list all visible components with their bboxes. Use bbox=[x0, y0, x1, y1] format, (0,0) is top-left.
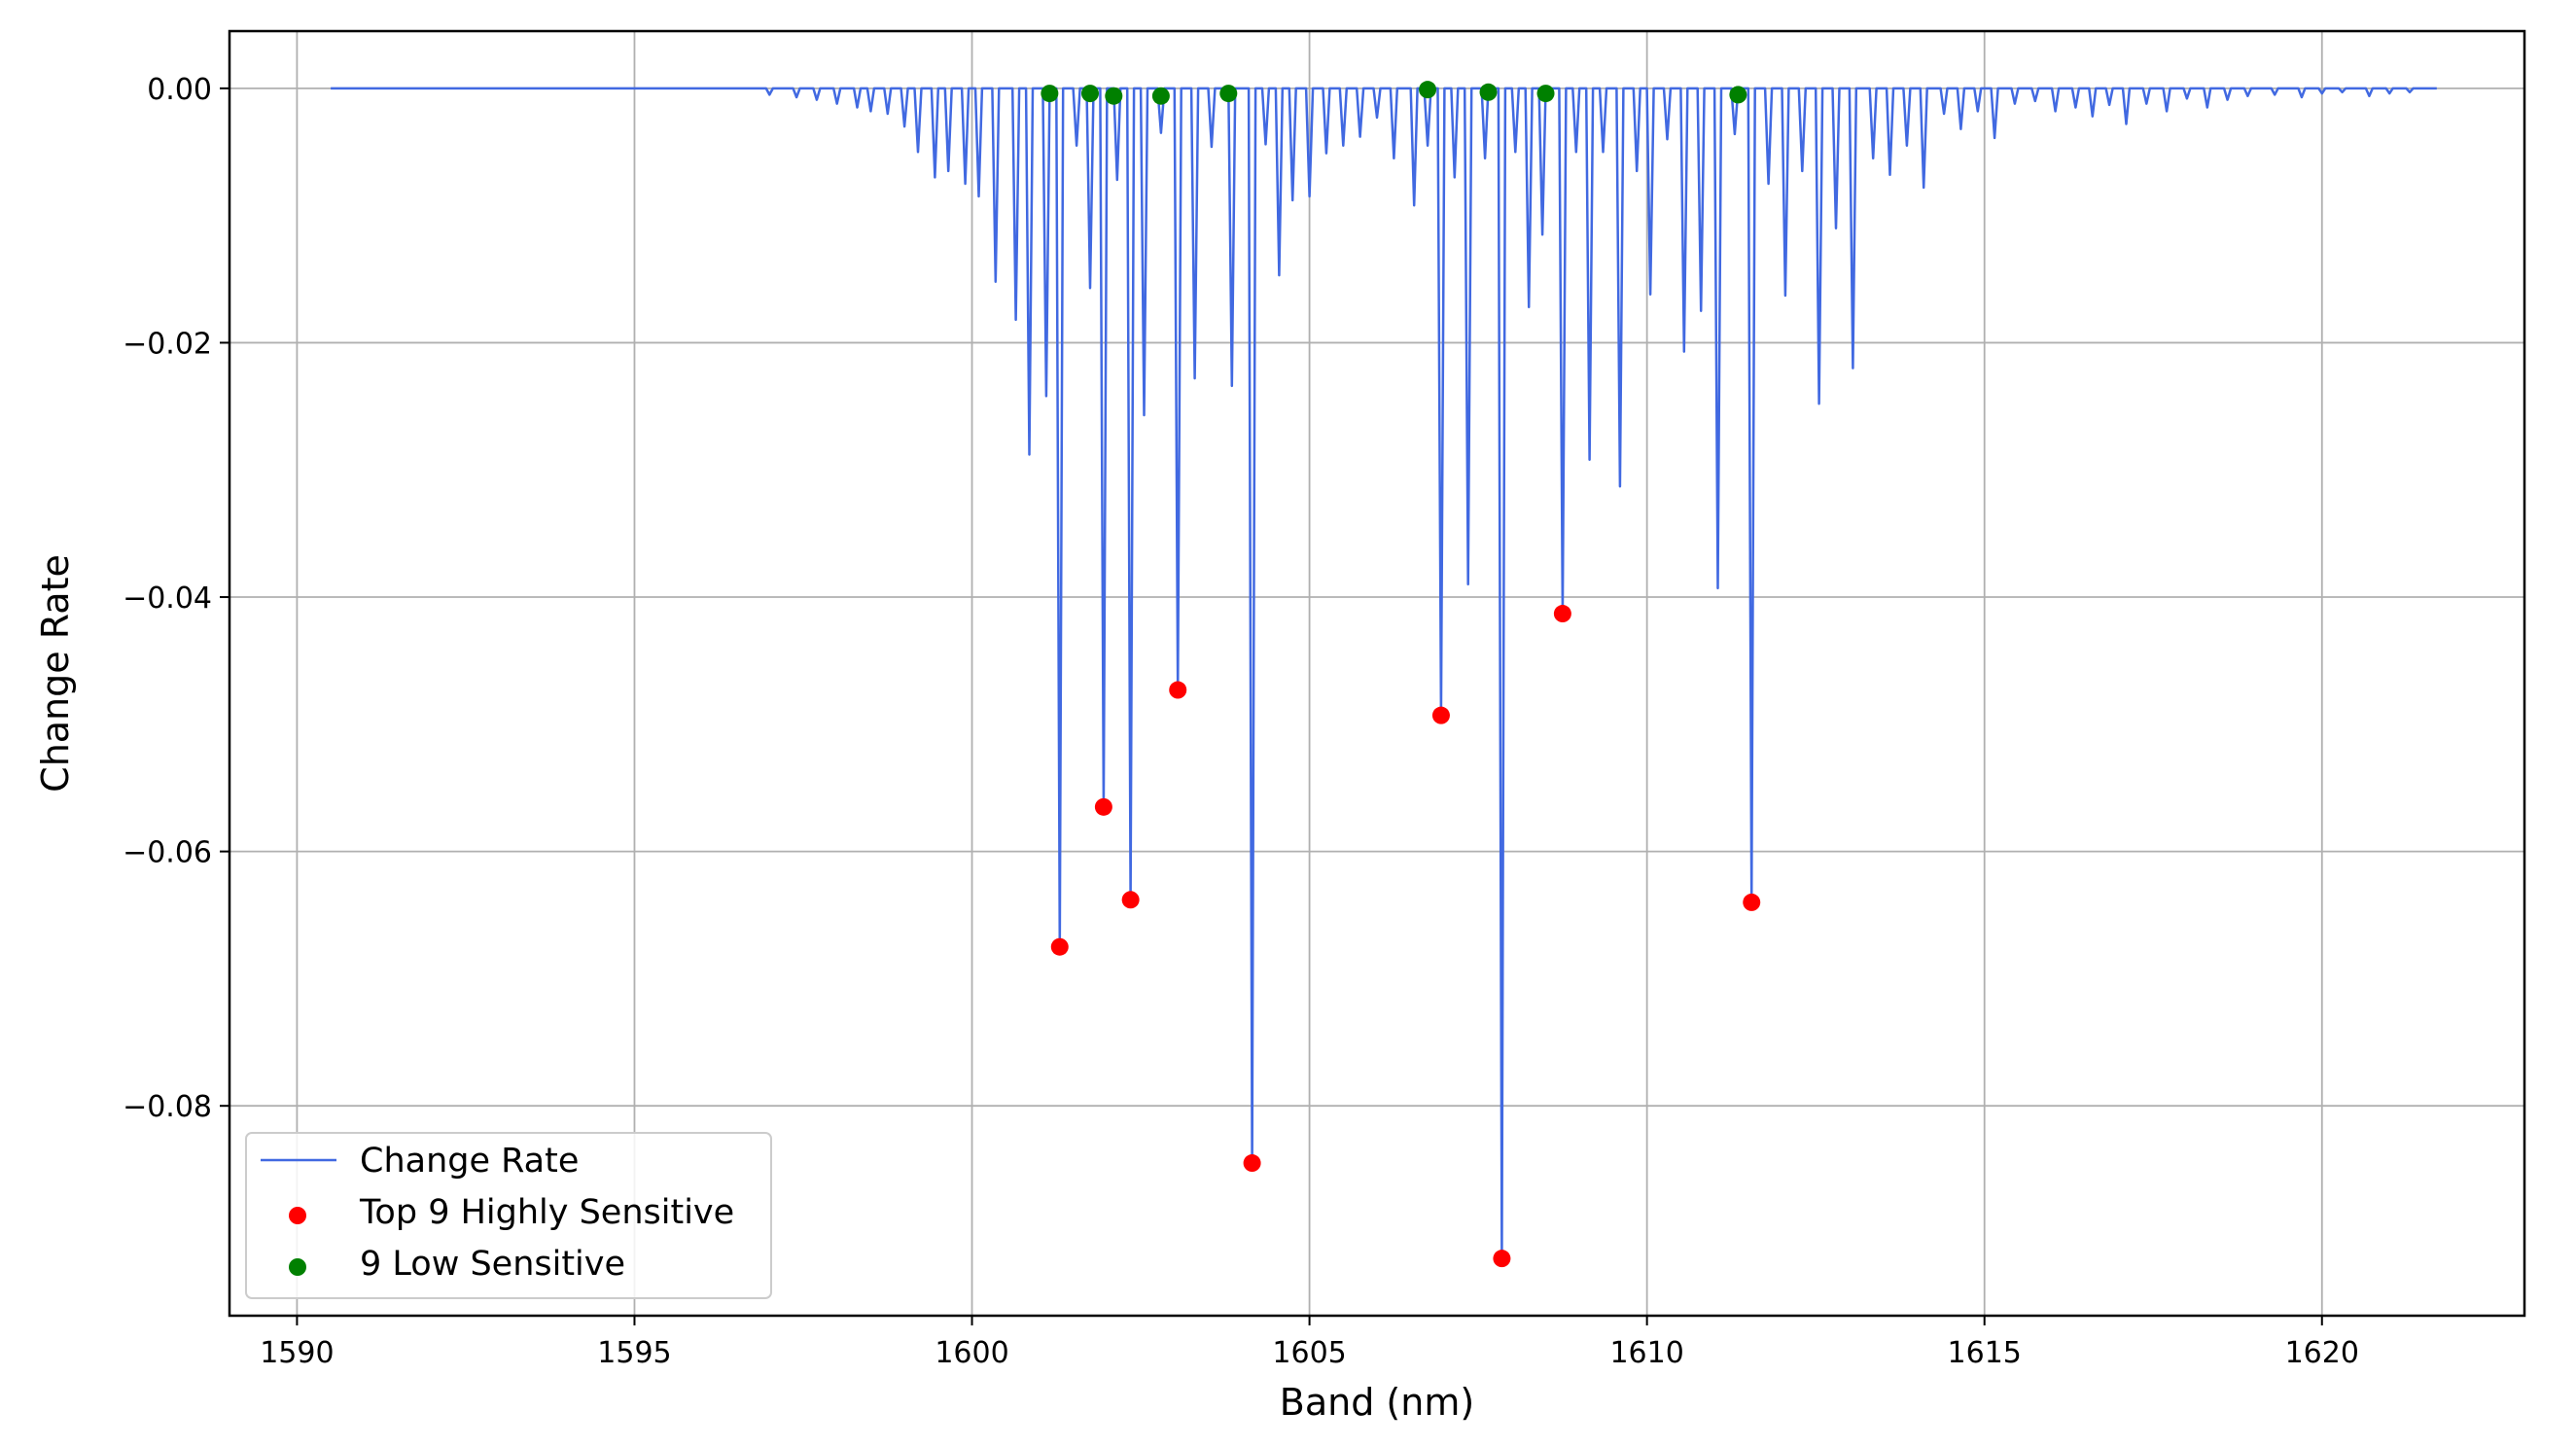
series-layer bbox=[331, 87, 2437, 1260]
y-tick-label: −0.02 bbox=[123, 327, 212, 361]
legend-label-low-sensitive: 9 Low Sensitive bbox=[360, 1245, 625, 1284]
x-tick-label: 1615 bbox=[1948, 1336, 2022, 1370]
y-tick-label: −0.04 bbox=[123, 582, 212, 616]
legend-label-change-rate: Change Rate bbox=[360, 1142, 579, 1181]
legend: Change Rate Top 9 Highly Sensitive 9 Low… bbox=[245, 1132, 772, 1299]
highly-sensitive-point bbox=[1121, 891, 1140, 909]
x-tick-label: 1590 bbox=[260, 1336, 334, 1370]
change-rate-line bbox=[331, 87, 2437, 1260]
highly-sensitive-point bbox=[1553, 605, 1571, 623]
low-sensitive-point bbox=[1105, 87, 1123, 105]
legend-marker-low-sensitive bbox=[289, 1258, 306, 1276]
y-tick-label: −0.06 bbox=[123, 836, 212, 870]
low-sensitive-point bbox=[1081, 85, 1099, 103]
x-axis-label: Band (nm) bbox=[1280, 1381, 1474, 1424]
x-tick-label: 1605 bbox=[1272, 1336, 1346, 1370]
highly-sensitive-point bbox=[1493, 1250, 1511, 1268]
low-sensitive-point bbox=[1219, 85, 1238, 103]
marker-layer bbox=[1041, 81, 1761, 1268]
x-tick-label: 1595 bbox=[597, 1336, 671, 1370]
legend-label-highly-sensitive: Top 9 Highly Sensitive bbox=[359, 1193, 734, 1232]
y-tick-label: −0.08 bbox=[123, 1090, 212, 1124]
highly-sensitive-point bbox=[1094, 797, 1112, 816]
low-sensitive-point bbox=[1151, 87, 1170, 105]
low-sensitive-point bbox=[1041, 85, 1059, 103]
highly-sensitive-point bbox=[1169, 681, 1187, 699]
low-sensitive-point bbox=[1419, 81, 1437, 99]
ticks: 1590 1595 1600 1605 1610 1615 1620 0.00 −0.02 −0.… bbox=[123, 73, 2359, 1370]
x-tick-label: 1610 bbox=[1609, 1336, 1683, 1370]
low-sensitive-point bbox=[1729, 86, 1747, 104]
x-tick-label: 1600 bbox=[935, 1336, 1008, 1370]
y-axis-label: Change Rate bbox=[34, 554, 77, 793]
legend-marker-highly-sensitive bbox=[289, 1207, 306, 1224]
highly-sensitive-point bbox=[1743, 893, 1761, 911]
low-sensitive-point bbox=[1536, 85, 1555, 103]
plot-frame bbox=[228, 29, 2526, 1318]
highly-sensitive-point bbox=[1431, 706, 1450, 724]
y-tick-label: 0.00 bbox=[147, 73, 212, 107]
legend-box bbox=[245, 1132, 772, 1299]
highly-sensitive-point bbox=[1050, 937, 1069, 956]
x-tick-label: 1620 bbox=[2285, 1336, 2359, 1370]
low-sensitive-point bbox=[1479, 83, 1498, 101]
highly-sensitive-point bbox=[1243, 1154, 1261, 1173]
